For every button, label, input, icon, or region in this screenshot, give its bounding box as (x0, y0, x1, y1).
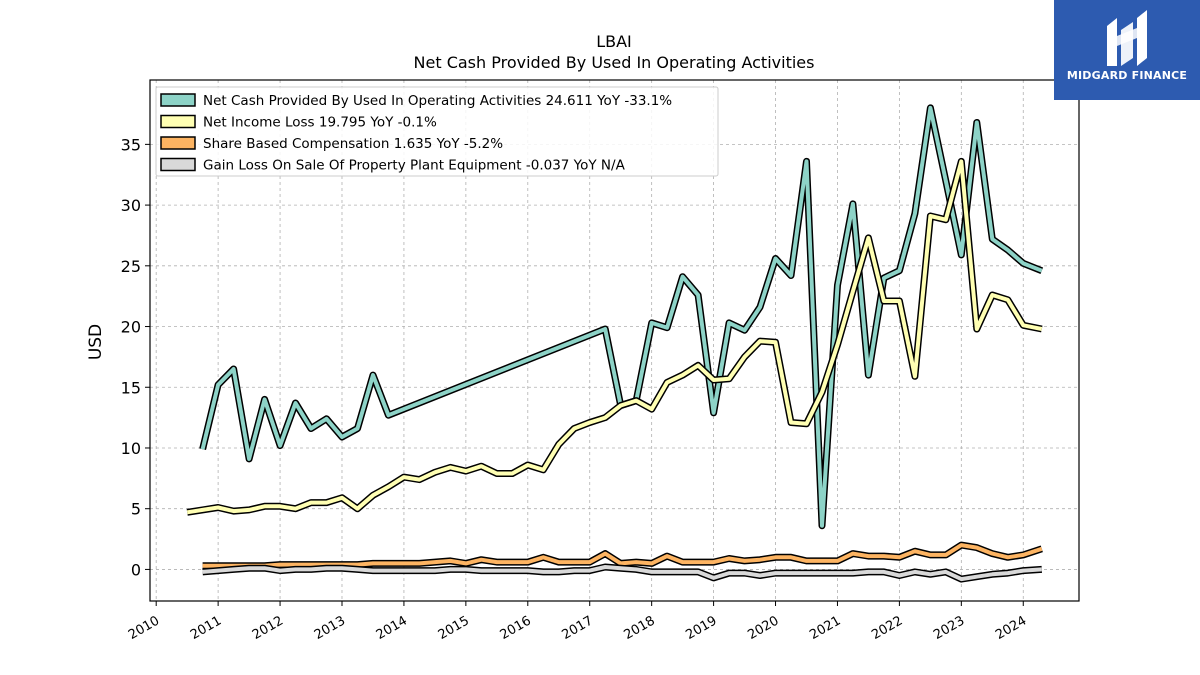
x-tick-label: 2024 (993, 613, 1029, 643)
legend-label: Net Income Loss 19.795 YoY -0.1% (203, 115, 437, 131)
plot-frame (149, 79, 1080, 602)
series-lines (186, 104, 1044, 583)
brand-logo: MIDGARD FINANCE (1054, 0, 1200, 100)
series-3 (202, 541, 1043, 570)
y-tick-label: 0 (131, 560, 141, 579)
series-4 (202, 563, 1043, 583)
legend-swatch (160, 157, 196, 172)
y-tick-label: 15 (121, 378, 141, 397)
x-tick-label: 2014 (374, 613, 410, 643)
legend: Net Cash Provided By Used In Operating A… (155, 86, 719, 177)
x-tick-label: 2012 (250, 613, 286, 643)
legend-label: Share Based Compensation 1.635 YoY -5.2% (203, 136, 503, 152)
x-tick-label: 2022 (869, 613, 905, 643)
x-tick-label: 2020 (745, 613, 781, 643)
series-2 (186, 157, 1043, 516)
x-axis: 2010 2011 2012 2013 2014 2015 2016 2017 2018 2019… (126, 601, 1029, 643)
brand-name: MIDGARD FINANCE (1066, 69, 1188, 82)
legend-box (155, 86, 719, 177)
series-line (200, 105, 1043, 528)
y-axis: 0 5 10 15 20 25 30 35 (121, 135, 150, 579)
series-line (202, 565, 1042, 582)
x-tick-label: 2010 (126, 613, 162, 643)
chart-title: LBAI (596, 32, 632, 51)
x-tick-label: 2023 (931, 613, 967, 643)
legend-label: Net Cash Provided By Used In Operating A… (203, 93, 672, 109)
y-tick-label: 10 (121, 439, 141, 458)
x-tick-label: 2011 (188, 613, 224, 643)
series-line (202, 543, 1043, 568)
x-tick-label: 2016 (498, 613, 534, 643)
x-tick-label: 2018 (621, 613, 657, 643)
y-tick-label: 5 (131, 500, 141, 519)
x-tick-label: 2013 (312, 613, 348, 643)
x-tick-label: 2021 (807, 613, 843, 643)
y-tick-label: 30 (121, 196, 141, 215)
x-tick-label: 2017 (560, 613, 596, 643)
legend-swatch (160, 114, 196, 129)
chart-subtitle: Net Cash Provided By Used In Operating A… (414, 53, 815, 72)
x-tick-label: 2015 (436, 613, 472, 643)
series-1 (199, 104, 1044, 530)
y-tick-label: 20 (121, 318, 141, 337)
legend-swatch (160, 93, 196, 107)
brand-mark-icon (1107, 10, 1147, 66)
x-tick-label: 2019 (683, 613, 719, 643)
y-axis-label: USD (86, 324, 106, 360)
y-tick-label: 25 (121, 257, 141, 276)
legend-swatch (160, 136, 196, 150)
series-line (186, 159, 1043, 515)
legend-label: Gain Loss On Sale Of Property Plant Equi… (203, 158, 626, 174)
y-tick-label: 35 (121, 135, 141, 154)
